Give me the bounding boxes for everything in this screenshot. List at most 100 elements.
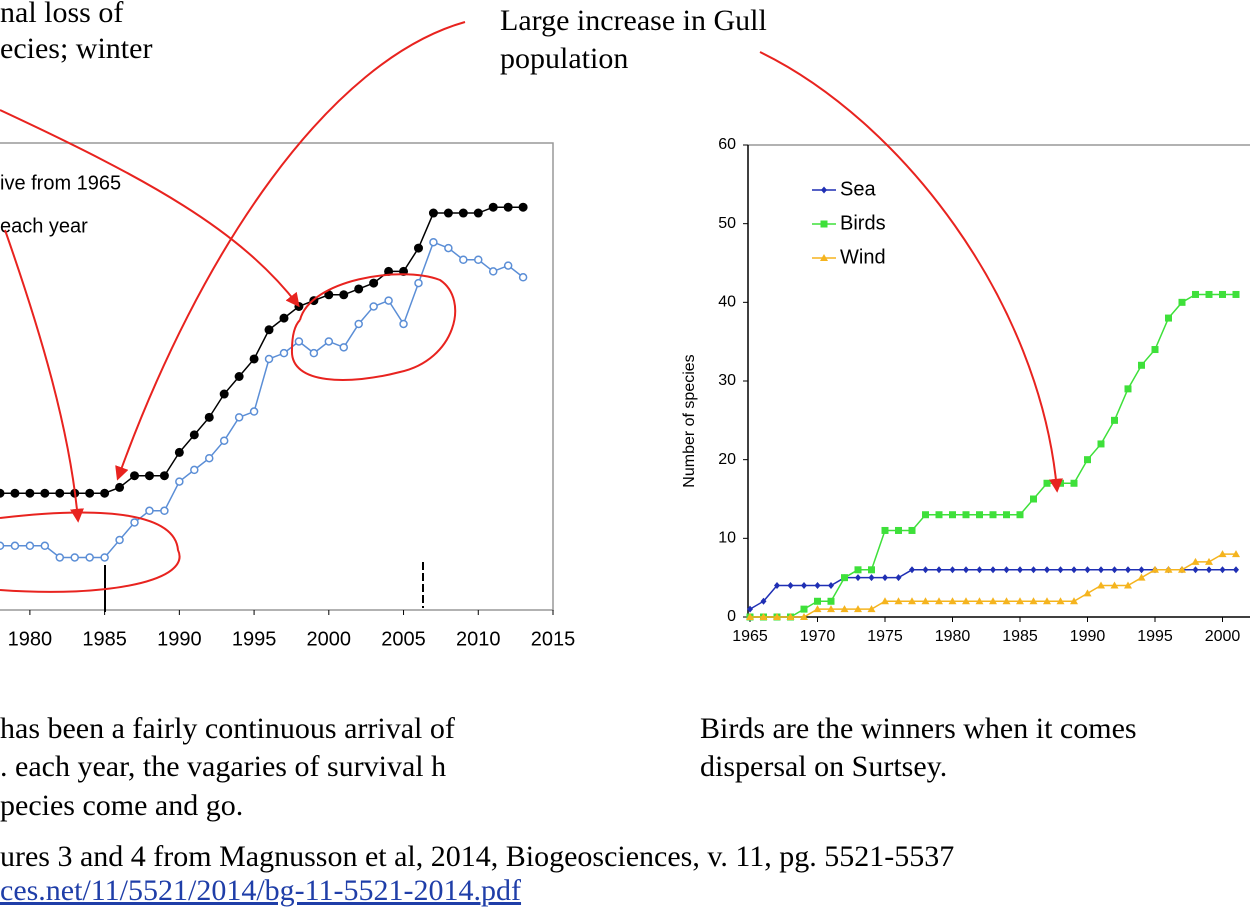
x-tick-label: 2015 <box>531 628 576 650</box>
y-tick-label: 40 <box>718 294 736 311</box>
point <box>1002 597 1011 605</box>
point <box>1003 566 1010 574</box>
x-tick-label: 1995 <box>1137 628 1173 645</box>
point <box>443 208 453 218</box>
point <box>459 255 468 264</box>
x-tick-label: 1985 <box>1002 628 1038 645</box>
point <box>100 488 110 498</box>
point <box>1178 565 1186 573</box>
point <box>976 566 983 574</box>
point <box>414 278 423 288</box>
x-tick-label: 1990 <box>1070 628 1106 645</box>
x-tick-label: 1990 <box>157 628 202 650</box>
point <box>25 488 35 498</box>
x-tick-label: 1980 <box>935 628 971 645</box>
point <box>800 613 808 620</box>
point <box>813 605 822 613</box>
point <box>840 605 849 613</box>
point <box>428 208 438 218</box>
x-tick-label: 1970 <box>800 628 836 645</box>
point <box>40 541 50 551</box>
point <box>948 597 957 605</box>
y-tick-label: 50 <box>718 215 736 232</box>
point <box>1056 597 1065 605</box>
y-tick-label: 60 <box>718 136 736 153</box>
point <box>145 506 154 516</box>
point <box>962 511 970 519</box>
highlight-loop <box>290 273 457 381</box>
point <box>786 613 795 620</box>
point <box>976 511 983 519</box>
left-plot-frame <box>0 142 554 611</box>
point <box>759 613 768 620</box>
point <box>189 430 199 440</box>
caption: pecies come and go. <box>0 789 243 822</box>
link[interactable]: ces.net/11/5521/2014/bg-11-5521-2014.pdf <box>0 874 521 907</box>
point <box>881 597 889 605</box>
point <box>814 582 821 590</box>
point <box>1029 597 1038 605</box>
highlight-loop <box>0 511 181 593</box>
point <box>175 477 184 486</box>
point <box>882 574 888 582</box>
point <box>747 605 753 613</box>
point <box>339 290 349 300</box>
point <box>115 482 125 492</box>
point <box>1057 566 1064 574</box>
y-axis-label: Number of species <box>681 354 698 487</box>
point <box>488 202 498 212</box>
point <box>854 605 862 613</box>
point <box>324 290 334 300</box>
point <box>1205 557 1213 565</box>
point <box>100 553 109 562</box>
point <box>854 566 862 574</box>
x-tick-label: 1985 <box>82 628 127 650</box>
series-line <box>0 206 524 494</box>
point <box>1125 566 1131 574</box>
point <box>264 354 274 364</box>
point <box>935 597 943 605</box>
point <box>868 574 875 582</box>
annotation: population <box>500 42 628 75</box>
point <box>309 348 319 358</box>
point <box>279 313 289 323</box>
point <box>1111 416 1118 424</box>
point <box>174 447 184 457</box>
point <box>1098 566 1104 574</box>
x-tick-label: 1980 <box>8 628 53 650</box>
point <box>219 436 229 445</box>
point <box>989 597 997 605</box>
point <box>518 273 528 282</box>
point <box>1043 479 1051 487</box>
point <box>746 613 754 620</box>
point <box>1003 511 1010 519</box>
point <box>1016 597 1024 605</box>
point <box>949 566 956 574</box>
legend-label: Sea <box>840 178 876 200</box>
point <box>1151 565 1159 573</box>
point <box>234 413 244 422</box>
point <box>249 354 259 364</box>
point <box>828 582 834 590</box>
legend-label: Birds <box>840 212 886 234</box>
point <box>130 471 140 481</box>
point <box>868 566 875 574</box>
point <box>1192 290 1199 298</box>
point <box>324 337 334 346</box>
x-tick-label: 2010 <box>456 628 501 650</box>
point <box>10 488 20 498</box>
point <box>1084 456 1091 464</box>
point <box>989 511 997 519</box>
point <box>1111 566 1118 574</box>
point <box>0 488 5 498</box>
series-line <box>0 241 524 559</box>
x-tick-label: 2000 <box>307 628 352 650</box>
arrow <box>0 109 300 308</box>
point <box>908 526 916 534</box>
point <box>1030 495 1037 503</box>
point <box>10 541 20 551</box>
point <box>249 407 259 416</box>
point <box>1191 557 1200 565</box>
point <box>1138 361 1145 369</box>
point <box>841 574 848 582</box>
